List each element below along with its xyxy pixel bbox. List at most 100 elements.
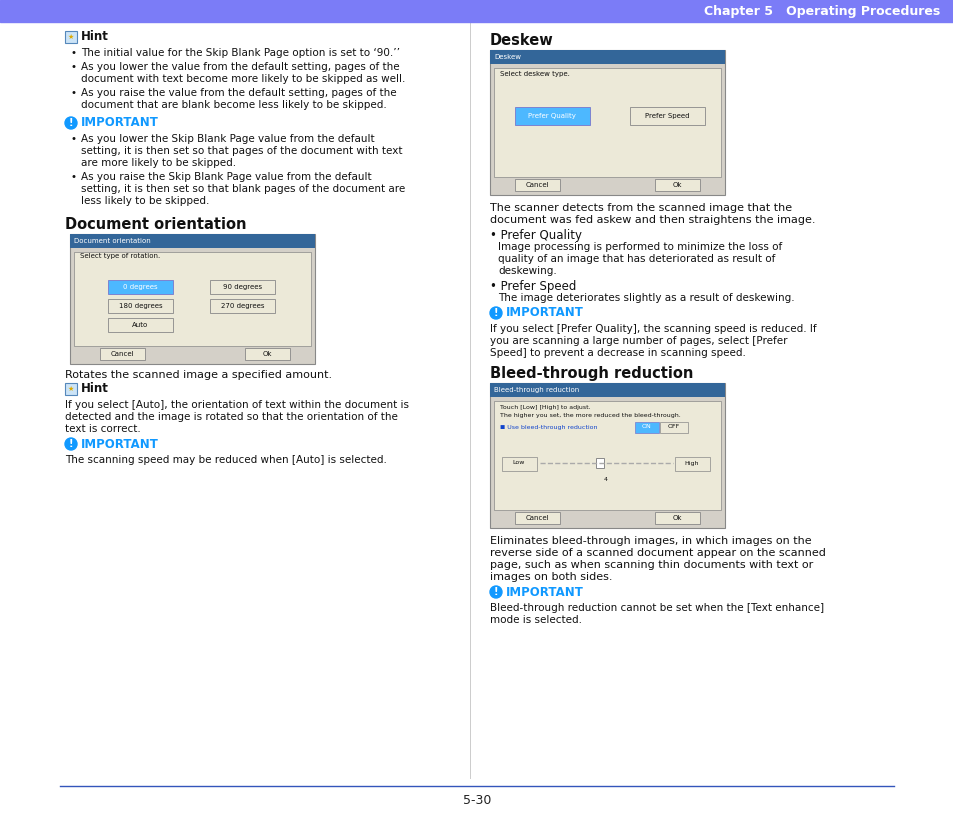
Text: 270 degrees: 270 degrees — [220, 303, 264, 309]
Bar — [490, 383, 724, 397]
Bar — [675, 457, 709, 471]
Text: 4: 4 — [603, 477, 607, 482]
Bar — [655, 179, 700, 191]
Bar — [494, 401, 720, 510]
Text: Prefer Quality: Prefer Quality — [528, 113, 576, 119]
Text: !: ! — [69, 439, 73, 449]
Text: If you select [Auto], the orientation of text within the document is: If you select [Auto], the orientation of… — [65, 400, 409, 410]
Text: Auto: Auto — [132, 322, 149, 328]
Text: Ok: Ok — [262, 351, 272, 357]
Text: IMPORTANT: IMPORTANT — [505, 586, 583, 599]
Text: As you raise the value from the default setting, pages of the: As you raise the value from the default … — [81, 88, 396, 98]
Bar — [70, 234, 314, 364]
Text: Image processing is performed to minimize the loss of: Image processing is performed to minimiz… — [497, 242, 781, 252]
Text: !: ! — [494, 308, 497, 318]
Text: you are scanning a large number of pages, select [Prefer: you are scanning a large number of pages… — [490, 336, 786, 346]
Bar — [245, 348, 290, 360]
Text: The scanning speed may be reduced when [Auto] is selected.: The scanning speed may be reduced when [… — [65, 455, 387, 465]
Text: Deskew: Deskew — [494, 54, 520, 60]
Bar — [635, 422, 659, 433]
Bar — [515, 179, 559, 191]
Bar — [490, 50, 724, 64]
Text: Bleed-through reduction cannot be set when the [Text enhance]: Bleed-through reduction cannot be set wh… — [490, 603, 823, 613]
Text: images on both sides.: images on both sides. — [490, 572, 612, 582]
Text: The initial value for the Skip Blank Page option is set to ‘90.’’: The initial value for the Skip Blank Pag… — [81, 48, 399, 58]
Text: Eliminates bleed-through images, in which images on the: Eliminates bleed-through images, in whic… — [490, 536, 811, 546]
Bar — [210, 299, 274, 313]
Text: Low: Low — [513, 461, 525, 465]
Bar — [501, 457, 537, 471]
Text: ON: ON — [641, 425, 651, 429]
Text: document with text become more likely to be skipped as well.: document with text become more likely to… — [81, 74, 405, 84]
Text: page, such as when scanning thin documents with text or: page, such as when scanning thin documen… — [490, 560, 812, 570]
Text: Cancel: Cancel — [525, 182, 548, 188]
Text: Prefer Speed: Prefer Speed — [644, 113, 688, 119]
Text: ★: ★ — [68, 386, 74, 392]
Text: Hint: Hint — [81, 30, 109, 43]
Text: As you lower the value from the default setting, pages of the: As you lower the value from the default … — [81, 62, 399, 72]
Bar — [70, 234, 314, 248]
Text: Chapter 5   Operating Procedures: Chapter 5 Operating Procedures — [703, 5, 939, 17]
Text: As you lower the Skip Blank Page value from the default: As you lower the Skip Blank Page value f… — [81, 134, 375, 144]
Text: The higher you set, the more reduced the bleed-through.: The higher you set, the more reduced the… — [499, 414, 680, 419]
Bar — [659, 422, 687, 433]
Text: quality of an image that has deteriorated as result of: quality of an image that has deteriorate… — [497, 254, 775, 264]
Bar — [515, 107, 589, 125]
Text: detected and the image is rotated so that the orientation of the: detected and the image is rotated so tha… — [65, 412, 397, 422]
Text: •: • — [71, 88, 77, 98]
Bar — [490, 50, 724, 195]
Bar — [74, 252, 311, 346]
Text: ★: ★ — [68, 34, 74, 40]
Bar — [100, 348, 145, 360]
Text: Deskew: Deskew — [490, 33, 553, 48]
Circle shape — [490, 307, 501, 319]
Text: !: ! — [494, 587, 497, 597]
Text: Select deskew type.: Select deskew type. — [499, 71, 569, 77]
Text: reverse side of a scanned document appear on the scanned: reverse side of a scanned document appea… — [490, 548, 825, 558]
Text: document that are blank become less likely to be skipped.: document that are blank become less like… — [81, 100, 386, 110]
Text: Speed] to prevent a decrease in scanning speed.: Speed] to prevent a decrease in scanning… — [490, 348, 745, 358]
Text: Ok: Ok — [672, 515, 681, 521]
Text: deskewing.: deskewing. — [497, 266, 557, 276]
Text: IMPORTANT: IMPORTANT — [81, 116, 159, 129]
Text: are more likely to be skipped.: are more likely to be skipped. — [81, 158, 236, 168]
Text: •: • — [71, 172, 77, 182]
Text: 0 degrees: 0 degrees — [123, 284, 157, 290]
Text: High: High — [684, 461, 699, 465]
Circle shape — [65, 438, 77, 450]
Text: 90 degrees: 90 degrees — [223, 284, 262, 290]
Text: Bleed-through reduction: Bleed-through reduction — [490, 366, 693, 381]
Text: IMPORTANT: IMPORTANT — [81, 438, 159, 451]
Text: Bleed-through reduction: Bleed-through reduction — [494, 387, 578, 393]
Text: Touch [Low] [High] to adjust.: Touch [Low] [High] to adjust. — [499, 404, 590, 410]
Bar — [655, 512, 700, 524]
Bar — [108, 318, 172, 332]
Text: • Prefer Quality: • Prefer Quality — [490, 229, 581, 242]
Text: •: • — [71, 134, 77, 144]
Bar — [108, 280, 172, 294]
Bar — [494, 68, 720, 177]
Text: !: ! — [69, 118, 73, 128]
Bar — [65, 383, 77, 395]
Text: 180 degrees: 180 degrees — [118, 303, 162, 309]
Text: ◼ Use bleed-through reduction: ◼ Use bleed-through reduction — [499, 425, 597, 429]
Text: setting, it is then set so that pages of the document with text: setting, it is then set so that pages of… — [81, 146, 402, 156]
Bar — [629, 107, 704, 125]
Text: 5-30: 5-30 — [462, 793, 491, 807]
Text: Document orientation: Document orientation — [74, 238, 151, 244]
Text: document was fed askew and then straightens the image.: document was fed askew and then straight… — [490, 215, 815, 225]
Text: IMPORTANT: IMPORTANT — [505, 307, 583, 320]
Text: The scanner detects from the scanned image that the: The scanner detects from the scanned ima… — [490, 203, 791, 213]
Text: setting, it is then set so that blank pages of the document are: setting, it is then set so that blank pa… — [81, 184, 405, 194]
Bar — [596, 458, 603, 468]
Text: text is correct.: text is correct. — [65, 424, 141, 434]
Text: Select type of rotation.: Select type of rotation. — [80, 253, 160, 259]
Text: As you raise the Skip Blank Page value from the default: As you raise the Skip Blank Page value f… — [81, 172, 372, 182]
Text: Hint: Hint — [81, 383, 109, 395]
Text: less likely to be skipped.: less likely to be skipped. — [81, 196, 209, 206]
Bar — [108, 299, 172, 313]
Text: Cancel: Cancel — [111, 351, 133, 357]
Text: If you select [Prefer Quality], the scanning speed is reduced. If: If you select [Prefer Quality], the scan… — [490, 324, 816, 334]
Bar — [515, 512, 559, 524]
Text: •: • — [71, 48, 77, 58]
